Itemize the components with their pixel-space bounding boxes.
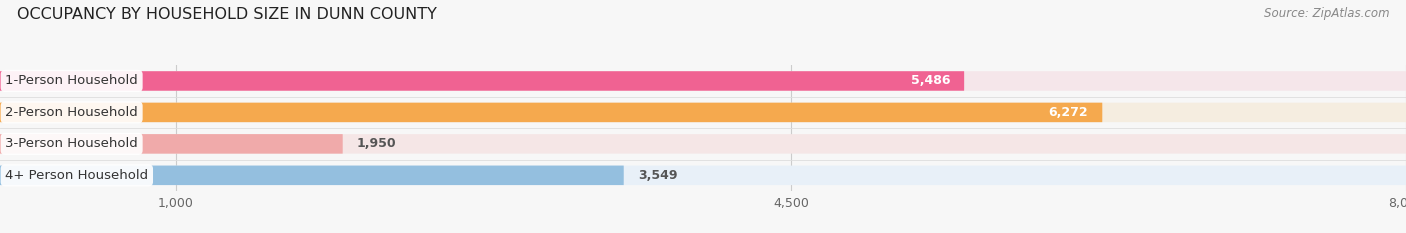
Text: 3,549: 3,549 <box>638 169 678 182</box>
Text: 1,950: 1,950 <box>357 137 396 150</box>
Text: 1-Person Household: 1-Person Household <box>6 75 138 87</box>
FancyBboxPatch shape <box>0 71 965 91</box>
FancyBboxPatch shape <box>0 166 624 185</box>
Text: OCCUPANCY BY HOUSEHOLD SIZE IN DUNN COUNTY: OCCUPANCY BY HOUSEHOLD SIZE IN DUNN COUN… <box>17 7 437 22</box>
Text: 2-Person Household: 2-Person Household <box>6 106 138 119</box>
FancyBboxPatch shape <box>0 71 1406 91</box>
Text: 4+ Person Household: 4+ Person Household <box>6 169 149 182</box>
FancyBboxPatch shape <box>0 103 1102 122</box>
Text: Source: ZipAtlas.com: Source: ZipAtlas.com <box>1264 7 1389 20</box>
Text: 6,272: 6,272 <box>1049 106 1088 119</box>
FancyBboxPatch shape <box>0 134 1406 154</box>
Text: 5,486: 5,486 <box>911 75 950 87</box>
Text: 3-Person Household: 3-Person Household <box>6 137 138 150</box>
FancyBboxPatch shape <box>0 134 343 154</box>
FancyBboxPatch shape <box>0 166 1406 185</box>
FancyBboxPatch shape <box>0 103 1406 122</box>
